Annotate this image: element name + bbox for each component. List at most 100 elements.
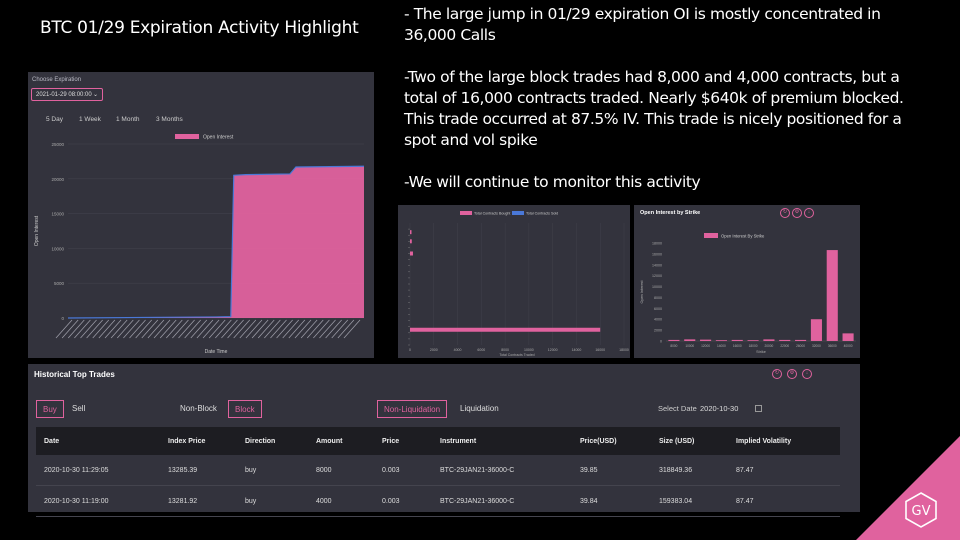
series-line-open-interest (67, 165, 365, 319)
legend-swatch-bought (460, 211, 472, 215)
x-tick-label (208, 319, 226, 339)
x-tick-label: 12000 (548, 348, 558, 352)
x-tick-label (61, 319, 79, 339)
x-tick-label (325, 319, 342, 339)
refresh-icon[interactable]: ↻ (772, 369, 782, 379)
tab-non-block[interactable]: Non-Block (180, 404, 217, 413)
x-tick-label: 10000 (524, 348, 534, 352)
bar (668, 339, 680, 341)
x-tick-label (92, 319, 110, 339)
legend-label: Open Interest By Strike (721, 234, 765, 239)
col-amount[interactable]: Amount (308, 427, 374, 455)
bar-bought (410, 251, 413, 256)
x-axis-label: Total Contracts Traded (499, 353, 534, 357)
date-picker-input[interactable]: 2020-10-30 (700, 404, 739, 413)
x-tick-label (147, 319, 165, 339)
range-5-day-button[interactable]: 5 Day (46, 116, 63, 123)
table-row[interactable]: 2020-10-30 11:29:05 13285.39 buy 8000 0.… (36, 455, 840, 486)
x-tick-label (245, 319, 263, 339)
x-tick-label (55, 319, 73, 339)
cell-size-usd: 159383.04 (651, 485, 728, 517)
tab-block[interactable]: Block (228, 400, 262, 418)
col-price[interactable]: Price (374, 427, 432, 455)
x-tick-label (288, 319, 306, 339)
settings-icon[interactable]: ⚙ (787, 369, 797, 379)
select-date-label: Select Date (658, 404, 697, 413)
bar (842, 333, 854, 341)
x-tick-label (165, 319, 183, 339)
range-3-months-button[interactable]: 3 Months (156, 116, 183, 123)
x-tick-label: 40000 (844, 344, 853, 348)
x-tick-label (264, 319, 281, 339)
col-instrument[interactable]: Instrument (432, 427, 572, 455)
x-tick-label: 14000 (717, 344, 726, 348)
x-tick-label (276, 319, 293, 339)
x-tick-label: 14000 (572, 348, 582, 352)
historical-trades-panel: Historical Top Trades ↻ ⚙ ↓ Buy Sell Non… (28, 364, 860, 517)
x-tick-label: 18000 (619, 348, 629, 352)
expiration-select[interactable]: 2021-01-29 08:00:00 ⌄ (31, 88, 103, 101)
cell-size-usd: 318849.36 (651, 455, 728, 486)
tab-sell[interactable]: Sell (72, 404, 86, 413)
cell-amount: 4000 (308, 485, 374, 517)
brand-corner-triangle (856, 436, 960, 540)
legend-swatch (704, 233, 718, 238)
x-tick-label (135, 319, 152, 339)
x-tick-label: 22000 (780, 344, 789, 348)
bar-bought (410, 327, 601, 332)
settings-icon[interactable]: ⚙ (792, 208, 802, 218)
col-implied-volatility[interactable]: Implied Volatility (728, 427, 840, 455)
tab-buy[interactable]: Buy (36, 400, 64, 418)
x-tick-label: 10000 (685, 344, 694, 348)
y-tick-label: 6000 (654, 307, 662, 311)
calendar-icon[interactable] (755, 405, 762, 412)
y-tick-label: 10000 (652, 285, 662, 289)
col-direction[interactable]: Direction (237, 427, 308, 455)
gv-logo-text: GV (912, 504, 931, 519)
x-tick-label: 4000 (454, 348, 462, 352)
bar (700, 339, 712, 341)
x-tick-label (202, 319, 220, 339)
bullet-3: -We will continue to monitor this activi… (404, 173, 701, 191)
y-tick-label: 0 (61, 316, 64, 321)
y-tick-label: 25000 (51, 142, 64, 147)
col-price-usd[interactable]: Price(USD) (572, 427, 651, 455)
tab-liquidation[interactable]: Liquidation (460, 404, 499, 413)
bullet-1: - The large jump in 01/29 expiration OI … (404, 5, 881, 44)
x-tick-label (313, 319, 330, 339)
x-tick-label (116, 319, 134, 339)
x-tick-label (343, 319, 361, 339)
trades-title: Historical Top Trades (34, 370, 115, 379)
table-row[interactable]: 2020-10-30 11:19:00 13281.92 buy 4000 0.… (36, 485, 840, 517)
cell-instrument: BTC-29JAN21-36000-C (432, 455, 572, 486)
x-tick-label (178, 319, 195, 339)
col-date[interactable]: Date (36, 427, 160, 455)
col-size-usd[interactable]: Size (USD) (651, 427, 728, 455)
cell-date: 2020-10-30 11:19:00 (36, 485, 160, 517)
bar (779, 339, 791, 341)
trades-table: Date Index Price Direction Amount Price … (36, 427, 840, 517)
y-tick-label: 2000 (654, 329, 662, 333)
download-icon[interactable]: ↓ (802, 369, 812, 379)
x-tick-label (215, 319, 232, 339)
x-tick-label (227, 319, 244, 339)
tab-non-liquidation[interactable]: Non-Liquidation (377, 400, 448, 418)
x-tick-label (221, 319, 238, 339)
x-tick-label: 8000 (501, 348, 509, 352)
range-1-week-button[interactable]: 1 Week (79, 116, 101, 123)
range-1-month-button[interactable]: 1 Month (116, 116, 140, 123)
x-tick-label: 2000 (430, 348, 438, 352)
x-tick-label (294, 319, 312, 339)
refresh-icon[interactable]: ↻ (780, 208, 790, 218)
legend-label-bought: Total Contracts Bought (474, 212, 510, 216)
download-icon[interactable]: ↓ (804, 208, 814, 218)
bar (684, 339, 696, 341)
x-tick-label: 16000 (595, 348, 605, 352)
table-header-row: Date Index Price Direction Amount Price … (36, 427, 840, 455)
col-index-price[interactable]: Index Price (160, 427, 237, 455)
chevron-down-icon: ⌄ (92, 92, 98, 98)
x-tick-label (104, 319, 122, 339)
bar (747, 340, 759, 341)
x-tick-label (190, 319, 208, 339)
y-tick-label: 8000 (654, 296, 662, 300)
